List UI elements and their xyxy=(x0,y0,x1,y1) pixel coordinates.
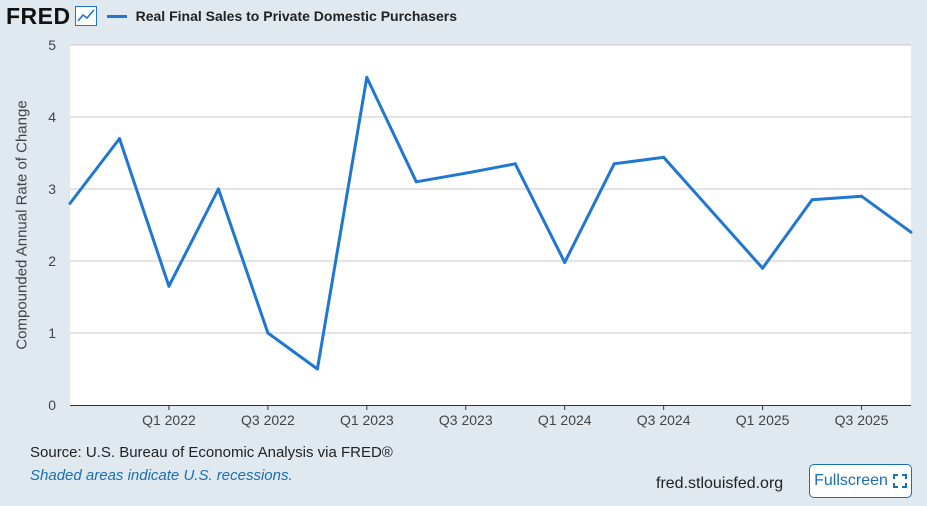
data-point xyxy=(216,187,220,191)
data-point xyxy=(810,198,814,202)
y-tick-label: 2 xyxy=(48,253,56,269)
line-chart-icon xyxy=(74,6,97,26)
x-tick-label: Q1 2023 xyxy=(340,412,394,428)
legend-swatch xyxy=(106,14,127,18)
fullscreen-label: Fullscreen xyxy=(814,472,888,489)
x-tick-label: Q3 2023 xyxy=(439,412,493,428)
legend-label: Real Final Sales to Private Domestic Pur… xyxy=(135,8,457,24)
site-url[interactable]: fred.stlouisfed.org xyxy=(656,475,784,492)
data-point xyxy=(563,260,567,264)
data-point xyxy=(315,367,319,371)
data-point xyxy=(117,137,121,141)
expand-icon xyxy=(892,474,907,488)
data-point xyxy=(761,266,765,270)
x-tick-label: Q1 2025 xyxy=(736,412,790,428)
x-tick-label: Q1 2022 xyxy=(142,412,196,428)
x-tick-label: Q3 2024 xyxy=(637,412,691,428)
chart-header: FRED Real Final Sales to Private Domesti… xyxy=(6,2,457,29)
data-point xyxy=(68,201,72,205)
fred-logo: FRED xyxy=(6,2,71,29)
x-tick-label: Q1 2024 xyxy=(538,412,592,428)
legend: Real Final Sales to Private Domestic Pur… xyxy=(106,8,457,24)
plot-area xyxy=(70,45,911,405)
data-point xyxy=(167,284,171,288)
y-axis-label: Compounded Annual Rate of Change xyxy=(13,100,31,350)
data-point xyxy=(414,180,418,184)
data-point xyxy=(860,194,864,198)
data-point xyxy=(662,155,666,159)
fullscreen-button[interactable]: Fullscreen xyxy=(809,464,912,498)
data-point xyxy=(513,162,517,166)
y-tick-label: 0 xyxy=(48,397,56,413)
source-text: Source: U.S. Bureau of Economic Analysis… xyxy=(30,444,393,461)
y-tick-label: 1 xyxy=(48,325,56,341)
data-point xyxy=(266,331,270,335)
y-tick-label: 3 xyxy=(48,181,56,197)
data-point xyxy=(711,211,715,215)
y-tick-label: 5 xyxy=(48,37,56,53)
x-tick-label: Q3 2022 xyxy=(241,412,295,428)
y-tick-label: 4 xyxy=(48,109,56,125)
recession-note: Shaded areas indicate U.S. recessions. xyxy=(30,467,293,484)
data-point xyxy=(612,162,616,166)
series-line xyxy=(68,75,912,371)
data-point xyxy=(464,171,468,175)
x-tick-label: Q3 2025 xyxy=(835,412,889,428)
data-point xyxy=(365,75,369,79)
data-point xyxy=(909,230,913,234)
